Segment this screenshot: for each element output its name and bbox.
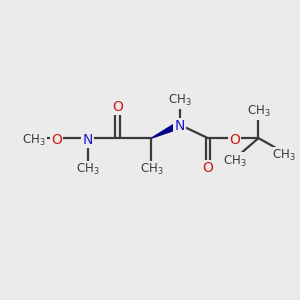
Text: CH$_3$: CH$_3$ [272, 148, 296, 163]
Text: O: O [112, 100, 123, 114]
Text: N: N [175, 119, 185, 133]
Polygon shape [152, 122, 181, 138]
Text: CH$_3$: CH$_3$ [168, 92, 192, 108]
Text: O: O [51, 133, 62, 147]
Text: CH$_3$: CH$_3$ [223, 153, 247, 169]
Text: N: N [82, 133, 93, 147]
Text: O: O [229, 133, 240, 147]
Text: CH$_3$: CH$_3$ [140, 162, 163, 177]
Text: O: O [202, 161, 213, 175]
Text: CH$_3$: CH$_3$ [247, 104, 270, 119]
Text: CH$_3$: CH$_3$ [76, 162, 99, 177]
Text: CH$_3$: CH$_3$ [22, 133, 46, 148]
